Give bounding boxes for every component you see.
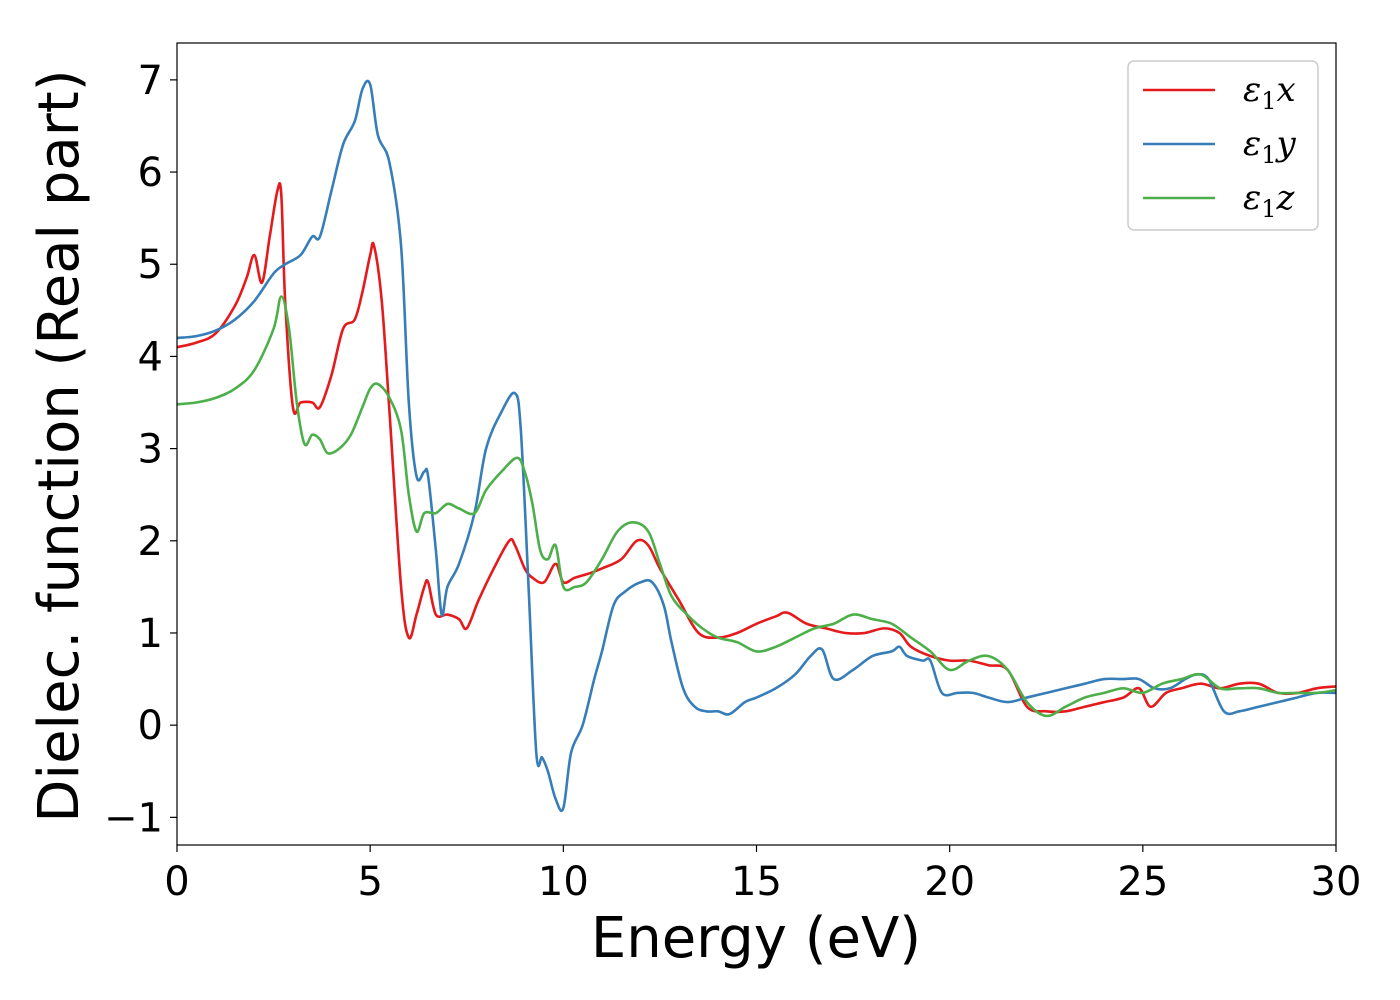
legend-label-z: ε1z — [1243, 178, 1296, 223]
series-line-x — [177, 181, 1336, 714]
y-tick-label: 0 — [138, 703, 163, 749]
y-axis-ticks: −1 0 1 2 3 4 5 6 7 — [104, 58, 177, 841]
y-tick-label: 4 — [138, 334, 163, 380]
x-tick-label: 15 — [731, 859, 782, 905]
x-axis-label: Energy (eV) — [591, 906, 921, 971]
y-tick-label: 2 — [138, 519, 163, 565]
x-tick-label: 5 — [357, 859, 382, 905]
y-tick-label: −1 — [104, 795, 163, 841]
series-line-z — [177, 295, 1336, 718]
y-tick-label: 5 — [138, 242, 163, 288]
legend-box — [1127, 60, 1319, 231]
y-tick-label: 7 — [138, 58, 163, 104]
legend-items: ε1x ε1y ε1z — [1143, 70, 1297, 223]
x-tick-label: 0 — [164, 859, 189, 905]
series-line-y — [177, 79, 1336, 813]
y-tick-label: 3 — [138, 427, 163, 473]
y-tick-label: 6 — [138, 150, 163, 196]
y-tick-label: 1 — [138, 611, 163, 657]
legend: ε1x ε1y ε1z — [1127, 60, 1319, 231]
x-tick-label: 30 — [1311, 859, 1362, 905]
x-tick-label: 20 — [924, 859, 975, 905]
x-tick-label: 25 — [1117, 859, 1168, 905]
x-axis-ticks: 0 5 10 15 20 25 30 — [164, 845, 1361, 905]
x-tick-label: 10 — [538, 859, 589, 905]
legend-label-x: ε1x — [1243, 70, 1296, 115]
series-layer — [177, 79, 1336, 813]
y-axis-label: Dielec. function (Real part) — [27, 69, 92, 822]
legend-label-y: ε1y — [1243, 124, 1297, 169]
